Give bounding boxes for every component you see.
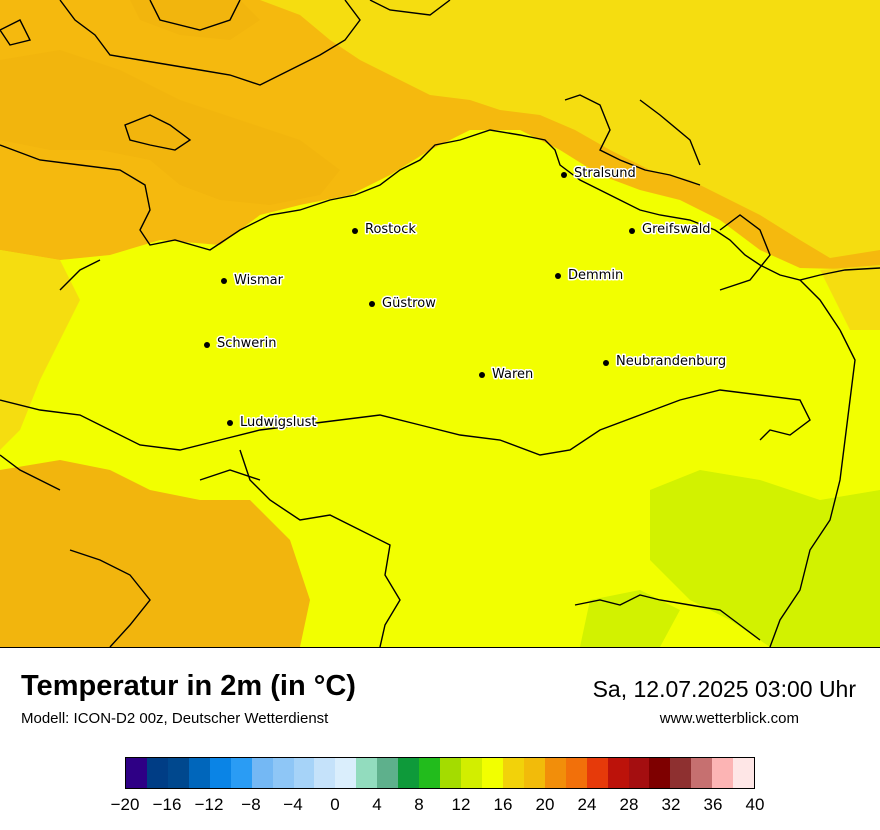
legend-tick-label: −4 <box>283 795 303 814</box>
city-neubrandenburg[interactable]: Neubrandenburg <box>603 353 728 371</box>
coastlines <box>0 0 880 647</box>
city-guestrow[interactable]: Güstrow <box>369 295 438 313</box>
city-demmin[interactable]: Demmin <box>555 267 625 285</box>
city-label-guestrow: Güstrow <box>382 296 436 311</box>
city-label-neubrandenburg: Neubrandenburg <box>616 354 726 369</box>
legend-color-25 <box>649 758 671 788</box>
legend-color-5 <box>230 758 252 788</box>
city-ludwigslust[interactable]: Ludwigslust <box>227 414 318 432</box>
legend-color-8 <box>293 758 315 788</box>
city-greifswald[interactable]: Greifswald <box>629 221 712 239</box>
color-legend <box>125 757 755 789</box>
legend-tick-label: 28 <box>619 795 639 814</box>
website-link[interactable]: www.wetterblick.com <box>659 710 799 727</box>
legend-color-15 <box>440 758 461 788</box>
forecast-datetime: Sa, 12.07.2025 03:00 Uhr <box>592 676 856 702</box>
city-label-wismar: Wismar <box>234 273 284 288</box>
city-label-waren: Waren <box>492 367 533 382</box>
legend-tick-label: 8 <box>414 795 424 814</box>
city-stralsund[interactable]: Stralsund <box>561 165 637 183</box>
legend-color-17 <box>481 758 503 788</box>
map-canvas: Stralsund Rostock Greifswald Wismar Demm… <box>0 0 880 647</box>
city-label-schwerin: Schwerin <box>217 336 276 351</box>
legend-tick-label: 20 <box>535 795 555 814</box>
city-rostock[interactable]: Rostock <box>352 221 418 239</box>
legend-tick-label: 12 <box>451 795 471 814</box>
legend-color-4 <box>209 758 231 788</box>
city-wismar[interactable]: Wismar <box>221 272 285 290</box>
legend-color-11 <box>356 758 378 788</box>
legend-color-16 <box>461 758 482 788</box>
legend-tick-label: 16 <box>493 795 513 814</box>
legend-tick-label: −8 <box>241 795 261 814</box>
warm-patch-southwest <box>0 460 310 647</box>
legend-tick-label: −16 <box>152 795 182 814</box>
map-title: Temperatur in 2m (in °C) <box>21 670 356 702</box>
legend-tick-label: 36 <box>703 795 723 814</box>
temperature-map: Stralsund Rostock Greifswald Wismar Demm… <box>0 0 880 648</box>
legend-tick-label: 4 <box>372 795 382 814</box>
legend-color-2 <box>167 758 189 788</box>
legend-color-21 <box>565 758 587 788</box>
legend-color-27 <box>691 758 713 788</box>
city-label-rostock: Rostock <box>365 222 416 237</box>
legend-color-6 <box>251 758 273 788</box>
legend-color-13 <box>398 758 420 788</box>
cool-patch-southeast <box>650 470 880 647</box>
cool-patch-south <box>580 590 680 647</box>
legend-tick-label: −12 <box>194 795 224 814</box>
city-waren[interactable]: Waren <box>479 366 535 384</box>
legend-color-28 <box>712 758 734 788</box>
legend-tick-label: 24 <box>577 795 597 814</box>
legend-color-0 <box>126 758 147 788</box>
legend-tick-label: −20 <box>110 795 140 814</box>
legend-color-1 <box>146 758 168 788</box>
legend-color-10 <box>335 758 357 788</box>
legend-tick-label: 32 <box>661 795 681 814</box>
warm-patch-west-edge <box>0 250 80 450</box>
legend-tick-label: 0 <box>330 795 340 814</box>
legend-color-9 <box>314 758 336 788</box>
city-label-stralsund: Stralsund <box>574 166 636 181</box>
city-label-ludwigslust: Ludwigslust <box>240 415 317 430</box>
legend-color-7 <box>272 758 294 788</box>
legend-color-26 <box>670 758 692 788</box>
legend-ticks: −20 −16 −12 −8 −4 0 4 8 12 16 20 24 28 32 36 40 <box>111 795 765 819</box>
legend-tick-label: 40 <box>745 795 765 814</box>
city-label-demmin: Demmin <box>568 268 623 283</box>
city-schwerin[interactable]: Schwerin <box>204 335 278 353</box>
warm-patch-west <box>0 50 340 205</box>
legend-color-22 <box>586 758 608 788</box>
legend-color-23 <box>607 758 629 788</box>
legend-color-19 <box>523 758 545 788</box>
legend-color-12 <box>377 758 399 788</box>
warm-patch-north <box>130 0 260 40</box>
model-info: Modell: ICON-D2 00z, Deutscher Wetterdie… <box>21 710 329 727</box>
legend-color-18 <box>502 758 524 788</box>
city-markers: Stralsund Rostock Greifswald Wismar Demm… <box>204 165 728 432</box>
coastal-band <box>0 0 880 258</box>
city-label-greifswald: Greifswald <box>642 222 711 237</box>
legend-color-24 <box>628 758 650 788</box>
legend-color-3 <box>188 758 210 788</box>
legend-color-14 <box>419 758 441 788</box>
warm-patch-east <box>820 265 880 330</box>
legend-color-20 <box>544 758 566 788</box>
legend-color-29 <box>733 758 755 788</box>
